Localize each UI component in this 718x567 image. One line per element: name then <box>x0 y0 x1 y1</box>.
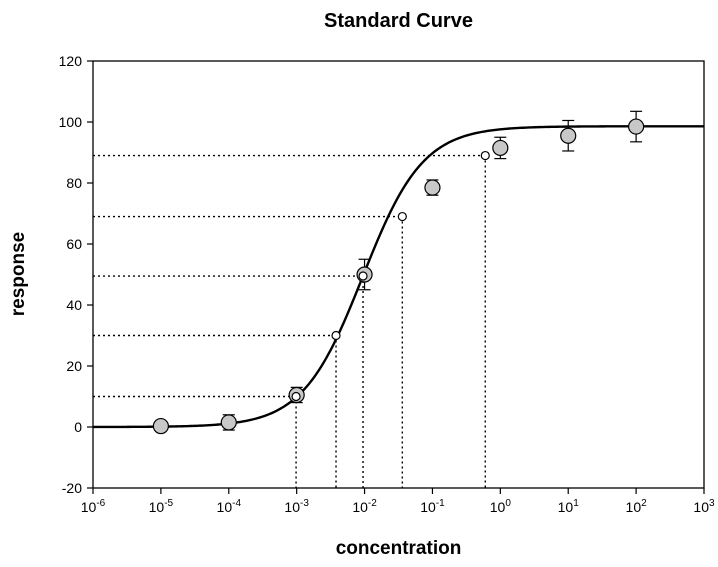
x-tick-label: 101 <box>558 498 580 515</box>
y-tick-label: -20 <box>62 480 82 496</box>
plot-frame <box>92 60 705 489</box>
interpolated-point <box>358 271 368 281</box>
x-tick-label: 10-3 <box>284 498 309 515</box>
interpolated-point <box>397 211 407 222</box>
interpolated-point <box>480 150 490 161</box>
y-tick-label: 40 <box>66 297 82 313</box>
y-tick-label: 20 <box>66 358 82 374</box>
x-tick-label: 10-6 <box>81 498 106 515</box>
data-point <box>220 414 237 431</box>
fitted-curve <box>93 125 704 429</box>
x-tick-label: 10-2 <box>352 498 377 515</box>
y-tick-label: 100 <box>59 114 83 130</box>
x-tick-label: 102 <box>626 498 648 515</box>
data-point <box>628 118 645 135</box>
y-tick-label: 0 <box>74 419 82 435</box>
y-tick-label: 80 <box>66 175 82 191</box>
data-point <box>560 127 577 144</box>
data-point <box>152 417 169 435</box>
x-tick-label: 10-4 <box>217 498 242 515</box>
x-tick-label: 103 <box>693 498 715 515</box>
x-tick-label: 100 <box>490 498 512 515</box>
data-point <box>424 179 441 196</box>
x-axis-label: concentration <box>335 538 462 559</box>
data-point <box>492 139 509 157</box>
y-axis-label: response <box>8 231 29 317</box>
chart-title: Standard Curve <box>324 10 473 32</box>
x-tick-label: 10-5 <box>149 498 174 515</box>
y-tick-label: 60 <box>66 236 82 252</box>
interpolated-point <box>291 391 301 402</box>
x-tick-label: 10-1 <box>420 498 445 515</box>
y-tick-label: 120 <box>59 53 83 69</box>
interpolated-point <box>331 330 341 341</box>
